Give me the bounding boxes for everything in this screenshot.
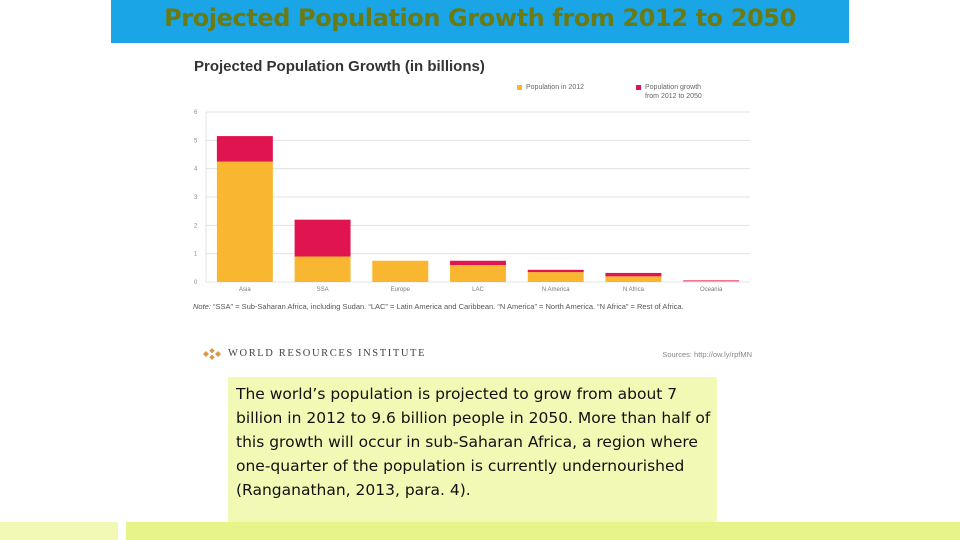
- y-tick-label: 4: [194, 167, 198, 173]
- legend-swatch-growth: [636, 85, 641, 90]
- bar-2012-oceania: [683, 280, 740, 282]
- bar-growth-n-africa: [605, 272, 662, 277]
- bar-growth-ssa: [294, 219, 351, 257]
- wri-name: WORLD RESOURCES INSTITUTE: [228, 348, 427, 359]
- bar-chart: 0 1 2 3 4 5 6 Asia SSA Europe LAC N America N Africa…: [194, 110, 750, 293]
- bar-growth-oceania: [683, 280, 740, 281]
- bar-2012-ssa: [294, 256, 351, 282]
- legend-label-growth: Population growth from 2012 to 2050: [645, 84, 702, 100]
- x-tick-label: N America: [542, 287, 570, 293]
- body-text: The world’s population is projected to g…: [236, 385, 711, 499]
- x-tick-label: Asia: [239, 287, 251, 293]
- bar-2012-n-africa: [605, 276, 662, 282]
- bar-2012-lac: [450, 265, 506, 282]
- slide-title: Projected Population Growth from 2012 to…: [164, 4, 796, 32]
- bar-growth-asia: [216, 136, 273, 162]
- y-tick-label: 1: [194, 252, 198, 258]
- title-banner: Projected Population Growth from 2012 to…: [111, 0, 849, 43]
- x-tick-label: LAC: [472, 287, 484, 293]
- y-tick-label: 5: [194, 138, 198, 144]
- bar-growth-n-america: [527, 269, 584, 273]
- body-textbox: The world’s population is projected to g…: [228, 377, 717, 529]
- chart-sources: Sources: http://ow.ly/rpfMN: [662, 350, 752, 359]
- note-label: Note:: [193, 302, 211, 311]
- footer-bar-left: [0, 522, 118, 540]
- bar-growth-lac: [450, 260, 506, 265]
- footer-bar-right: [126, 522, 960, 540]
- note-text: “SSA” = Sub-Saharan Africa, including Su…: [213, 302, 684, 311]
- bar-2012-europe: [372, 260, 429, 282]
- x-tick-label: SSA: [317, 287, 329, 293]
- chart-title: Projected Population Growth (in billions…: [194, 58, 485, 75]
- legend-swatch-2012: [517, 85, 522, 90]
- chart-note: Note: “SSA” = Sub-Saharan Africa, includ…: [193, 302, 753, 311]
- y-tick-label: 2: [194, 223, 198, 229]
- bar-2012-n-america: [527, 272, 584, 282]
- legend-label-2012: Population in 2012: [526, 84, 584, 91]
- bar-2012-asia: [216, 161, 273, 282]
- wri-emblem-icon: [203, 348, 221, 360]
- y-tick-label: 0: [194, 280, 198, 286]
- x-tick-label: Oceania: [700, 287, 723, 293]
- y-tick-label: 3: [194, 195, 198, 201]
- chart-figure: Projected Population Growth (in billions…: [188, 50, 760, 370]
- x-tick-label: Europe: [391, 287, 411, 293]
- y-tick-label: 6: [194, 110, 198, 116]
- x-tick-label: N Africa: [623, 287, 645, 293]
